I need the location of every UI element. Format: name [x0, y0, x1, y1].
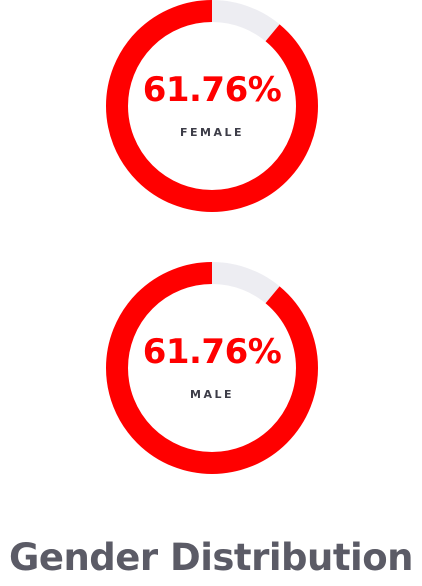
male-percentage: 61.76% [142, 332, 282, 372]
female-ring-arc [106, 0, 318, 212]
female-ring [106, 0, 318, 212]
male-label: MALE [190, 388, 234, 401]
male-ring [106, 262, 318, 474]
male-ring-arc [106, 262, 318, 474]
female-label: FEMALE [179, 126, 244, 139]
male-gauge: 61.76% MALE [106, 262, 318, 474]
female-percentage: 61.76% [142, 70, 282, 110]
female-gauge: 61.76% FEMALE [106, 0, 318, 212]
chart-title: Gender Distribution [8, 536, 414, 579]
